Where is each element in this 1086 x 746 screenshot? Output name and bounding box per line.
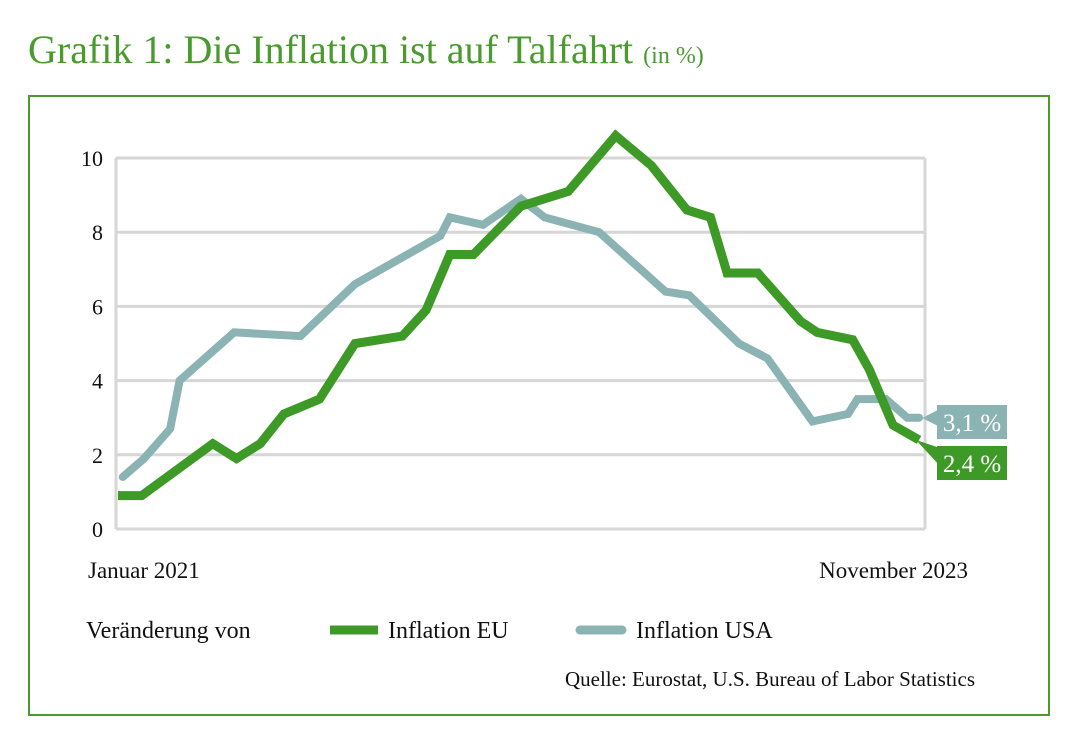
source-note: Quelle: Eurostat, U.S. Bureau of Labor S… — [565, 667, 975, 691]
legend-prefix: Veränderung von — [86, 618, 251, 644]
y-tick-label: 0 — [92, 517, 103, 542]
legend-label-eu: Inflation EU — [388, 618, 509, 644]
title-text: Grafik 1: Die Inflation ist auf Talfahrt — [28, 27, 634, 72]
end-label-eu: 2,4 % — [943, 451, 1001, 478]
chart-title: Grafik 1: Die Inflation ist auf Talfahrt… — [28, 26, 704, 73]
series-line-eu — [118, 129, 922, 501]
end-label-usa: 3,1 % — [943, 410, 1001, 437]
end-label-box-usa — [937, 405, 1007, 439]
y-tick-label: 10 — [81, 146, 103, 171]
x-start-label: Januar 2021 — [88, 558, 200, 583]
y-tick-label: 4 — [92, 369, 103, 394]
label-pointer-usa — [922, 410, 938, 426]
y-tick-label: 8 — [92, 220, 103, 245]
y-tick-label: 2 — [92, 443, 103, 468]
label-pointer-eu — [916, 440, 940, 466]
title-unit: (in %) — [643, 43, 704, 69]
end-label-box-eu — [937, 446, 1007, 480]
x-end-label: November 2023 — [819, 558, 968, 583]
y-tick-label: 6 — [92, 294, 103, 319]
series-line-usa — [118, 193, 924, 482]
legend-label-usa: Inflation USA — [636, 618, 773, 644]
chart-frame — [28, 95, 1050, 716]
